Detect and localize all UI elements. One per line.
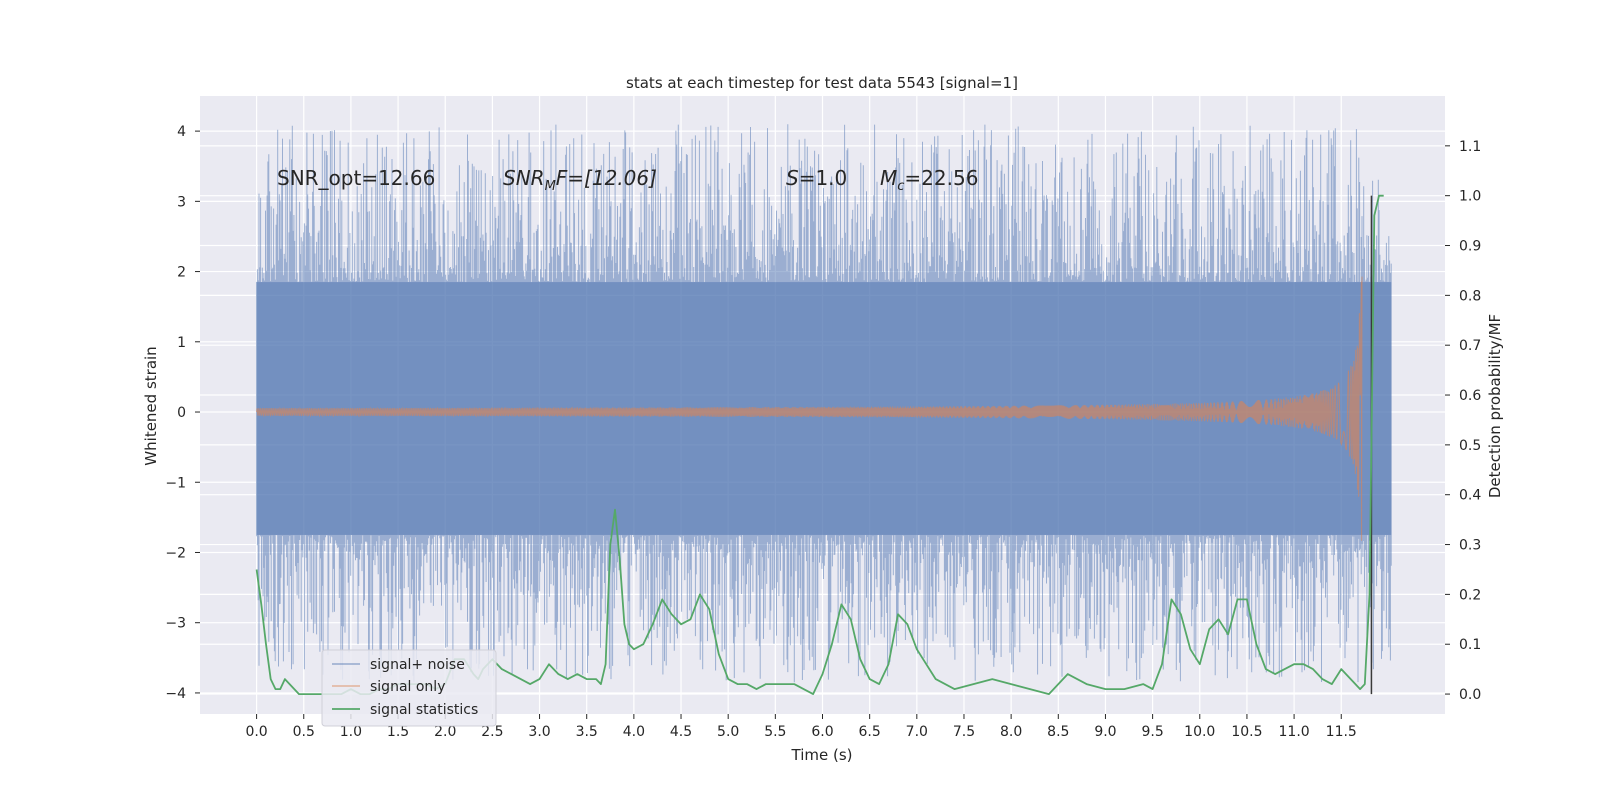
y-tick-label-right: 0.4 (1459, 488, 1481, 504)
s-rest: =1.0 (799, 166, 848, 190)
x-tick-label: 6.0 (811, 724, 833, 740)
y-tick-label-right: 0.1 (1459, 637, 1481, 653)
y-tick-label-right: 0.9 (1459, 239, 1481, 255)
mc-rest: =22.56 (904, 166, 978, 190)
y-tick-label-right: 1.1 (1459, 139, 1481, 155)
y-tick-label-left: −4 (165, 686, 186, 702)
y-tick-label-left: 2 (177, 265, 186, 281)
snr-opt-annotation: SNR_opt=12.66 (277, 166, 435, 190)
s-var: S (786, 166, 799, 190)
y-tick-label-left: −3 (165, 616, 186, 632)
y-tick-label-right: 0.8 (1459, 288, 1481, 304)
mc-var: M (880, 166, 897, 190)
x-tick-label: 7.0 (906, 724, 928, 740)
legend-label-signal-only: signal only (370, 679, 445, 695)
x-tick-label: 5.0 (717, 724, 739, 740)
chart-title: stats at each timestep for test data 554… (626, 74, 1018, 92)
y-tick-label-right: 0.6 (1459, 388, 1481, 404)
legend-label-signal-statistics: signal statistics (370, 702, 478, 718)
x-tick-label: 8.0 (1000, 724, 1022, 740)
y-axis-label-right: Detection probability/MF (1486, 314, 1504, 498)
snr-mf-annotation: SNRMF=[12.06] (503, 166, 657, 194)
x-tick-label: 11.5 (1326, 724, 1357, 740)
x-axis-label: Time (s) (791, 746, 853, 764)
snr-mf-base: SNR (503, 166, 545, 190)
x-tick-label: 3.5 (576, 724, 598, 740)
y-tick-labels-left: −4 −3 −2 −1 0 1 2 3 4 (165, 124, 200, 702)
y-tick-label-left: −1 (165, 475, 186, 491)
x-tick-label: 10.0 (1184, 724, 1215, 740)
x-tick-label: 4.5 (670, 724, 692, 740)
snr-mf-sub: M (545, 179, 556, 194)
y-axis-label-left: Whitened strain (142, 346, 160, 465)
x-tick-label: 11.0 (1279, 724, 1310, 740)
x-tick-label: 1.0 (340, 724, 362, 740)
snr-mf-rest: F=[12.06] (556, 166, 657, 190)
legend-label-signal-noise: signal+ noise (370, 657, 465, 673)
x-tick-label: 5.5 (764, 724, 786, 740)
x-tick-label: 9.5 (1141, 724, 1163, 740)
y-tick-label-left: 0 (177, 405, 186, 421)
y-tick-label-right: 0.7 (1459, 338, 1481, 354)
x-tick-label: 1.5 (387, 724, 409, 740)
signal-only-line (256, 276, 1363, 541)
x-tick-labels: 0.0 0.5 1.0 1.5 2.0 2.5 3.0 3.5 4.0 4.5 5.0 5.5 6.0 6… (245, 714, 1357, 740)
y-tick-label-left: 3 (177, 194, 186, 210)
x-tick-label: 0.0 (245, 724, 267, 740)
x-tick-label: 10.5 (1231, 724, 1262, 740)
mc-annotation: Mc=22.56 (880, 166, 978, 194)
mc-sub: c (897, 179, 904, 194)
y-tick-label-right: 0.3 (1459, 538, 1481, 554)
x-tick-label: 6.5 (859, 724, 881, 740)
legend: signal+ noise signal only signal statist… (321, 649, 497, 727)
x-tick-label: 4.0 (623, 724, 645, 740)
x-tick-label: 9.0 (1094, 724, 1116, 740)
x-tick-label: 8.5 (1047, 724, 1069, 740)
legend-box (321, 649, 497, 727)
y-tick-label-right: 0.2 (1459, 587, 1481, 603)
y-tick-label-left: 1 (177, 335, 186, 351)
x-tick-label: 3.0 (528, 724, 550, 740)
x-tick-label: 0.5 (293, 724, 315, 740)
x-tick-label: 7.5 (953, 724, 975, 740)
x-tick-label: 2.5 (481, 724, 503, 740)
y-tick-label-right: 1.0 (1459, 189, 1481, 205)
y-tick-label-left: −2 (165, 545, 186, 561)
y-tick-labels-right: 0.0 0.1 0.2 0.3 0.4 0.5 0.6 0.7 0.8 0.9 1.0 1.1 (1445, 139, 1481, 703)
signal-only-series (256, 276, 1363, 541)
y-tick-label-left: 4 (177, 124, 186, 140)
y-tick-label-right: 0.5 (1459, 438, 1481, 454)
s-annotation: S=1.0 (786, 166, 847, 190)
y-tick-label-right: 0.0 (1459, 687, 1481, 703)
x-tick-label: 2.0 (434, 724, 456, 740)
